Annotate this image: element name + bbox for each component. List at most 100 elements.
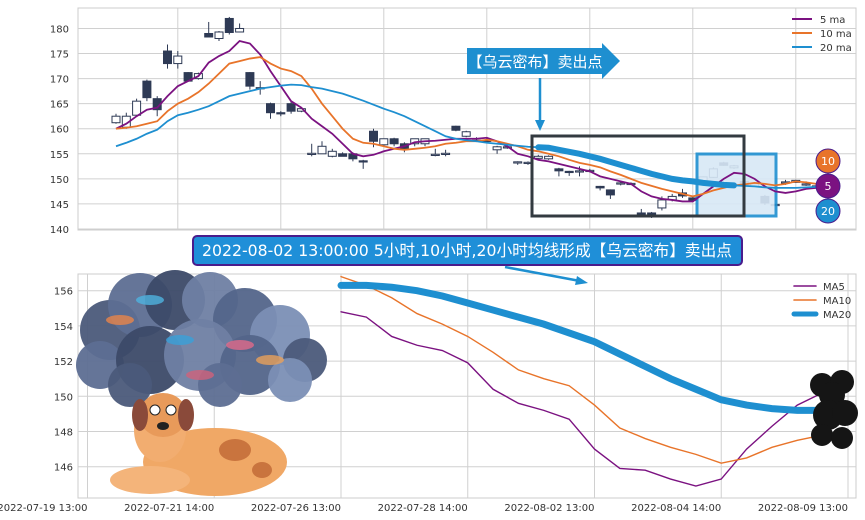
candle-body [204,32,214,38]
candle-body [461,131,471,137]
candle-body [430,153,440,157]
top-candlestick-chart: 140 145 150 155 160 165 170 175 180 5 ma 10 ma 20 m… [50,7,857,236]
candle-body [595,185,605,189]
decorations [76,270,858,496]
pointer-arrow-shaft [504,265,581,283]
y-tick-label: 140 [50,225,69,236]
legend-label: 10 ma [820,29,852,40]
y-tick-label: 165 [50,100,69,111]
y-tick-label: 148 [54,428,73,439]
ma-line-MA5 [340,311,824,487]
x-tick-label: 2022-08-02 13:00 [504,503,594,514]
candle-body [276,112,286,115]
signal-banner [192,235,743,266]
candle-body [132,100,142,116]
candle-body [235,27,245,33]
dog-nose [157,422,169,430]
ma-badge [815,198,841,224]
candle-body [379,138,389,146]
dog-ear [132,399,148,431]
candle-body [801,183,811,186]
pointer-arrow-head [575,276,588,285]
dark-cloud-puff [811,424,833,446]
ma-badge-label: 5 [825,180,832,193]
dog-eye [165,404,177,416]
candle-body [575,170,584,173]
cloud-streak [106,315,134,325]
candle-body [317,145,327,155]
y-tick-label: 170 [50,75,69,86]
dog-spot [252,462,272,478]
candle-body [544,155,554,160]
y-tick-label: 146 [54,463,73,474]
ma-badge-label: 20 [821,205,835,218]
ma-badge [815,148,841,174]
ma-badge-label: 10 [821,155,835,168]
ma-line-10-ma [115,56,817,198]
dog-eye [149,404,161,416]
candle-body [554,168,564,172]
cloud-puff [198,363,242,407]
legend-label: 20 ma [820,43,852,54]
candle-body [111,115,121,124]
signal-banner-text: 2022-08-02 13:00:00 5小时,10小时,20小时均线形成【乌云… [202,241,732,260]
signal-label-text: 【乌云密布】卖出点 [467,53,602,71]
candle-body [358,160,368,163]
y-tick-label: 155 [50,150,69,161]
candle-body [616,182,626,185]
cloud-puff [268,358,312,402]
candle-body [657,199,667,209]
candle-body [564,170,574,174]
dark-cloud-icon [810,370,858,449]
annotations: 【乌云密布】卖出点 2022-08-02 13:00:00 5小时,10小时,20… [192,43,743,285]
y-tick-label: 160 [50,125,69,136]
candle-body [286,103,296,112]
x-tick-label: 2022-07-28 14:00 [378,503,468,514]
x-tick-label: 2022-08-09 13:00 [758,503,848,514]
candle-body [307,152,317,156]
y-tick-label: 156 [54,287,73,298]
ma20-signal-highlight [535,144,737,189]
y-tick-label: 180 [50,24,69,35]
cloud-streak [186,370,214,380]
y-tick-label: 150 [50,175,69,186]
candle-body [513,161,523,164]
cloud-streak [136,295,164,305]
ma-line-MA20 [337,281,827,414]
candle-body [224,17,234,33]
ma-line-5-ma [115,40,817,203]
cloud-puff [108,363,152,407]
cloud-streak [256,355,284,365]
x-tick-label: 2022-07-21 14:00 [124,503,214,514]
storm-cloud-illustration [76,270,327,407]
signal-arrow-label [467,43,620,79]
candle-body [492,146,502,151]
legend-label: 5 ma [820,15,845,26]
dark-cloud-puff [831,427,853,449]
candle-body [173,55,183,65]
ma-line-MA10 [340,275,824,464]
candle-body [605,189,615,196]
y-tick-label: 145 [50,200,69,211]
dog-head [139,393,187,437]
x-tick-label: 2022-07-26 13:00 [251,503,341,514]
y-tick-label: 175 [50,50,69,61]
x-tick-label: 2022-08-04 14:00 [631,503,721,514]
candle-body [214,31,224,40]
candle-body [142,80,152,99]
down-arrow-head [535,120,545,131]
signal-window-box [530,134,746,218]
candle-body [245,72,255,87]
legend-label: MA10 [823,296,851,307]
ma-badge [815,173,841,199]
dog-paws [110,466,190,494]
candle-body [533,155,543,159]
cloud-streak [166,335,194,345]
dark-cloud-puff [832,400,858,426]
candle-body [163,50,172,65]
candle-body [441,152,451,156]
y-tick-label: 154 [54,322,73,333]
legend-label: MA5 [823,282,845,293]
candle-body [338,153,348,157]
legend-label: MA20 [823,310,851,321]
